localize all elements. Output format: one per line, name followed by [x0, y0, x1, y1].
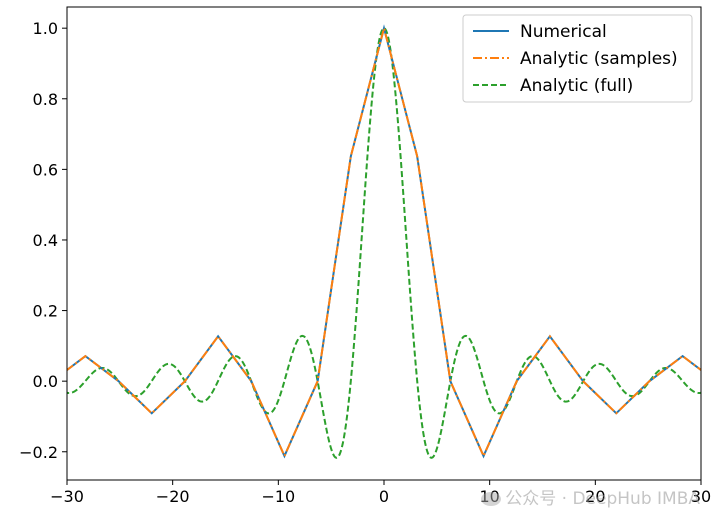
watermark-text: 公众号 · DeepHub IMBA — [505, 489, 700, 509]
x-tick-label: 30 — [691, 487, 711, 506]
y-tick-label: 0.4 — [33, 231, 58, 250]
y-tick-label: −0.2 — [19, 443, 58, 462]
x-tick-label: 20 — [585, 487, 605, 506]
series-analytic-full-line — [67, 27, 701, 459]
x-tick-label: −20 — [156, 487, 190, 506]
legend-label-analytic-samples: Analytic (samples) — [520, 49, 678, 69]
y-tick-label: 0.0 — [33, 372, 58, 391]
series-analytic-samples-line — [67, 24, 701, 459]
y-tick-label: 0.8 — [33, 90, 58, 109]
wechat-icon — [481, 492, 502, 506]
legend-label-analytic-full: Analytic (full) — [520, 76, 633, 96]
legend-box — [462, 14, 693, 103]
y-tick-label: 0.6 — [33, 160, 58, 179]
watermark: 公众号 · DeepHub IMBA — [481, 484, 700, 509]
y-tick-label: 1.0 — [33, 19, 58, 38]
x-tick-label: 0 — [379, 487, 389, 506]
legend-label-numerical: Numerical — [520, 22, 607, 42]
legend: Numerical Analytic (samples) Analytic (f… — [462, 14, 693, 103]
y-tick-label: 0.2 — [33, 302, 58, 321]
x-tick-label: −30 — [50, 487, 84, 506]
x-tick-label: −10 — [261, 487, 295, 506]
